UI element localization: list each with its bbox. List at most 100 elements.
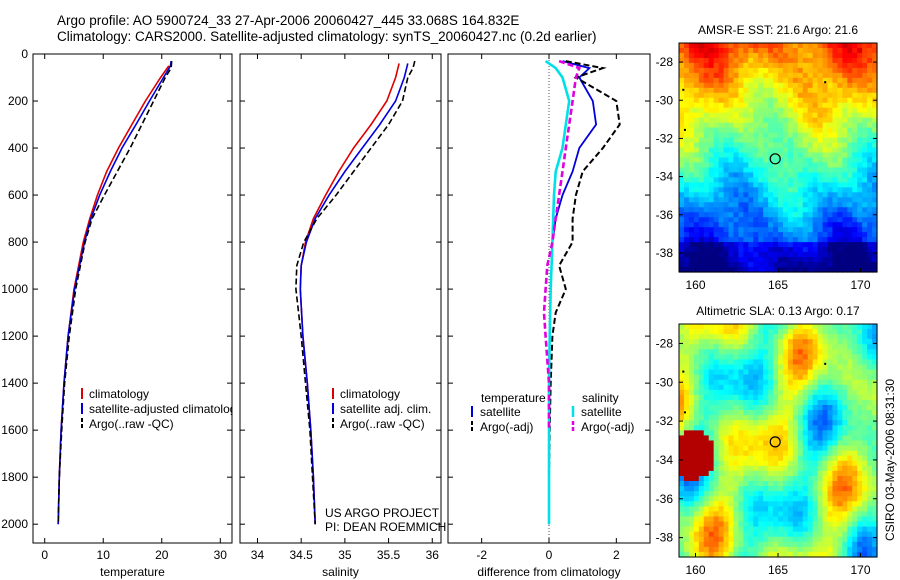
map-cell xyxy=(822,536,829,543)
map-cell xyxy=(768,420,774,426)
map-cell xyxy=(872,369,878,376)
map-cell xyxy=(792,435,799,442)
map-cell xyxy=(679,374,685,381)
map-cell xyxy=(812,162,819,169)
map-cell xyxy=(857,82,863,89)
map-cell xyxy=(817,410,824,416)
x-tick-label: 34.5 xyxy=(289,548,313,562)
map-cell xyxy=(703,516,710,523)
map-cell xyxy=(837,117,843,124)
map-cell xyxy=(867,157,873,164)
map-cell xyxy=(693,192,700,198)
map-cell xyxy=(857,147,863,154)
map-cell xyxy=(797,521,804,528)
map-cell xyxy=(847,359,853,366)
map-cell xyxy=(792,217,799,223)
map-cell xyxy=(698,47,705,54)
map-cell xyxy=(862,329,868,335)
map-cell xyxy=(797,405,804,411)
map-cell xyxy=(693,252,700,258)
map-cell xyxy=(683,242,690,248)
map-cell xyxy=(703,97,710,104)
map-cell xyxy=(852,496,858,502)
map-cell xyxy=(738,440,744,447)
map-cell xyxy=(753,187,759,193)
map-cell xyxy=(857,232,863,238)
map-cell xyxy=(708,460,715,467)
map-cell xyxy=(738,364,744,371)
y-tick-label: 1000 xyxy=(1,282,28,296)
map-cell xyxy=(792,162,799,169)
y-tick-label: -28 xyxy=(656,336,674,350)
map-cell xyxy=(679,546,685,553)
map-cell xyxy=(792,546,799,553)
map-cell xyxy=(743,324,749,330)
map-cell xyxy=(847,77,853,84)
map-cell xyxy=(797,394,804,401)
map-cell xyxy=(758,202,764,208)
map-cell xyxy=(792,167,799,174)
map-cell xyxy=(748,344,754,350)
map-cell xyxy=(703,82,710,89)
map-cell xyxy=(837,157,843,164)
map-cell xyxy=(743,359,749,366)
map-cell xyxy=(857,470,863,477)
map-cell xyxy=(787,192,794,198)
map-cell xyxy=(708,157,715,164)
map-cell xyxy=(738,496,744,502)
map-cell xyxy=(857,117,863,124)
map-cell xyxy=(773,531,779,538)
map-cell xyxy=(773,142,779,149)
map-cell xyxy=(733,112,739,119)
map-cell xyxy=(703,501,710,507)
map-cell xyxy=(797,339,804,345)
map-cell xyxy=(797,399,804,406)
map-cell xyxy=(807,410,814,416)
panel-frame xyxy=(32,53,233,544)
map-cell xyxy=(807,267,814,273)
map-cell xyxy=(713,384,720,391)
map-cell xyxy=(837,334,843,340)
map-cell xyxy=(797,486,804,492)
map-cell xyxy=(728,455,735,462)
map-cell xyxy=(713,415,720,421)
map-cell xyxy=(753,62,759,69)
map-cell xyxy=(787,212,794,218)
map-cell xyxy=(753,425,759,431)
map-cell xyxy=(773,222,779,228)
map-cell xyxy=(837,410,843,416)
map-cell xyxy=(738,67,744,74)
map-cell xyxy=(683,551,690,558)
map-cell xyxy=(782,232,789,238)
map-cell xyxy=(763,232,769,238)
map-cell xyxy=(743,237,749,243)
map-cell xyxy=(778,177,784,183)
map-cell xyxy=(753,344,759,350)
map-cell xyxy=(708,237,715,243)
map-cell xyxy=(827,217,834,223)
map-cell xyxy=(782,334,789,340)
map-cell xyxy=(857,516,863,523)
map-cell xyxy=(758,82,764,89)
map-cell xyxy=(807,77,814,84)
map-cell xyxy=(768,334,774,340)
map-cell xyxy=(738,531,744,538)
map-cell xyxy=(847,420,853,426)
map-cell xyxy=(683,465,690,472)
map-cell xyxy=(857,364,863,371)
map-cell xyxy=(698,102,705,109)
map-cell xyxy=(758,491,764,497)
map-cell xyxy=(748,455,754,462)
map-cell xyxy=(872,242,878,248)
map-cell xyxy=(763,470,769,477)
map-cell xyxy=(733,481,739,487)
map-cell xyxy=(773,329,779,335)
map-cell xyxy=(857,67,863,74)
map-cell xyxy=(832,410,838,416)
map-cell xyxy=(728,420,735,426)
map-cell xyxy=(738,470,744,477)
map-cell xyxy=(862,107,868,114)
map-cell xyxy=(827,354,834,361)
map-cell xyxy=(723,47,730,54)
map-cell xyxy=(768,445,774,452)
